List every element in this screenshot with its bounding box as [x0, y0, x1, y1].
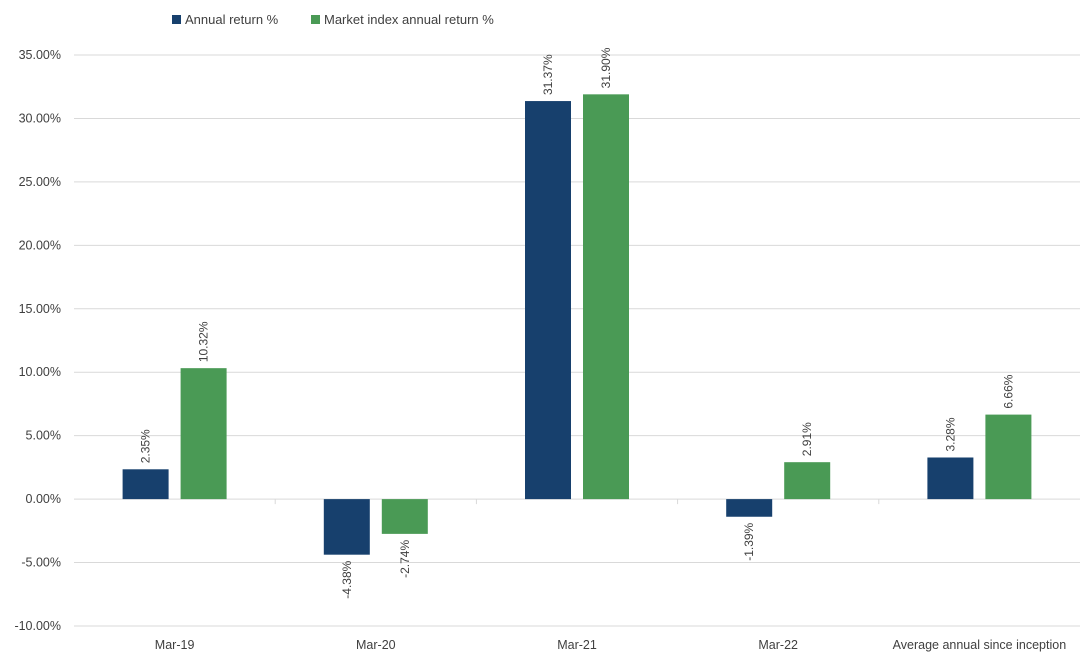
bar-market-index: [180, 368, 227, 500]
legend-item-annual-return: Annual return %: [172, 12, 278, 27]
y-tick-label: 20.00%: [19, 238, 61, 252]
y-tick-label: 5.00%: [26, 429, 61, 443]
data-label: 2.35%: [139, 429, 153, 463]
legend-swatch-annual-return: [172, 15, 181, 24]
legend-label-market-index: Market index annual return %: [324, 12, 494, 27]
data-label: -4.38%: [340, 560, 354, 598]
x-tick-label: Mar-20: [356, 638, 396, 652]
legend: Annual return % Market index annual retu…: [0, 12, 1080, 32]
legend-swatch-market-index: [311, 15, 320, 24]
y-tick-label: -5.00%: [21, 556, 61, 570]
bar-market-index: [583, 94, 629, 500]
data-label: 31.90%: [599, 47, 613, 88]
bar-annual-return: [122, 469, 169, 500]
x-tick-label: Average annual since inception: [893, 638, 1067, 652]
data-label: -2.74%: [398, 540, 412, 578]
y-tick-label: 0.00%: [26, 492, 61, 506]
bar-market-index: [381, 499, 428, 534]
legend-label-annual-return: Annual return %: [185, 12, 279, 27]
y-tick-label: 30.00%: [19, 111, 61, 125]
bar-annual-return: [323, 499, 370, 555]
bar-annual-return: [927, 457, 974, 500]
bar-annual-return: [525, 101, 571, 500]
bar-market-index: [784, 462, 831, 500]
y-tick-label: 35.00%: [19, 48, 61, 62]
y-tick-label: 25.00%: [19, 175, 61, 189]
x-tick-label: Mar-22: [758, 638, 798, 652]
x-tick-label: Mar-19: [155, 638, 195, 652]
data-label: 10.32%: [197, 321, 211, 362]
legend-item-market-index: Market index annual return %: [311, 12, 494, 27]
x-tick-label: Mar-21: [557, 638, 597, 652]
data-label: -1.39%: [742, 522, 756, 560]
data-label: 31.37%: [541, 54, 555, 95]
data-label: 6.66%: [1001, 374, 1015, 408]
data-label: 2.91%: [800, 422, 814, 456]
bar-market-index: [985, 414, 1032, 500]
data-label: 3.28%: [943, 417, 957, 451]
y-tick-label: 10.00%: [19, 365, 61, 379]
y-tick-label: -10.00%: [14, 619, 61, 633]
y-tick-label: 15.00%: [19, 302, 61, 316]
bar-annual-return: [726, 499, 773, 517]
